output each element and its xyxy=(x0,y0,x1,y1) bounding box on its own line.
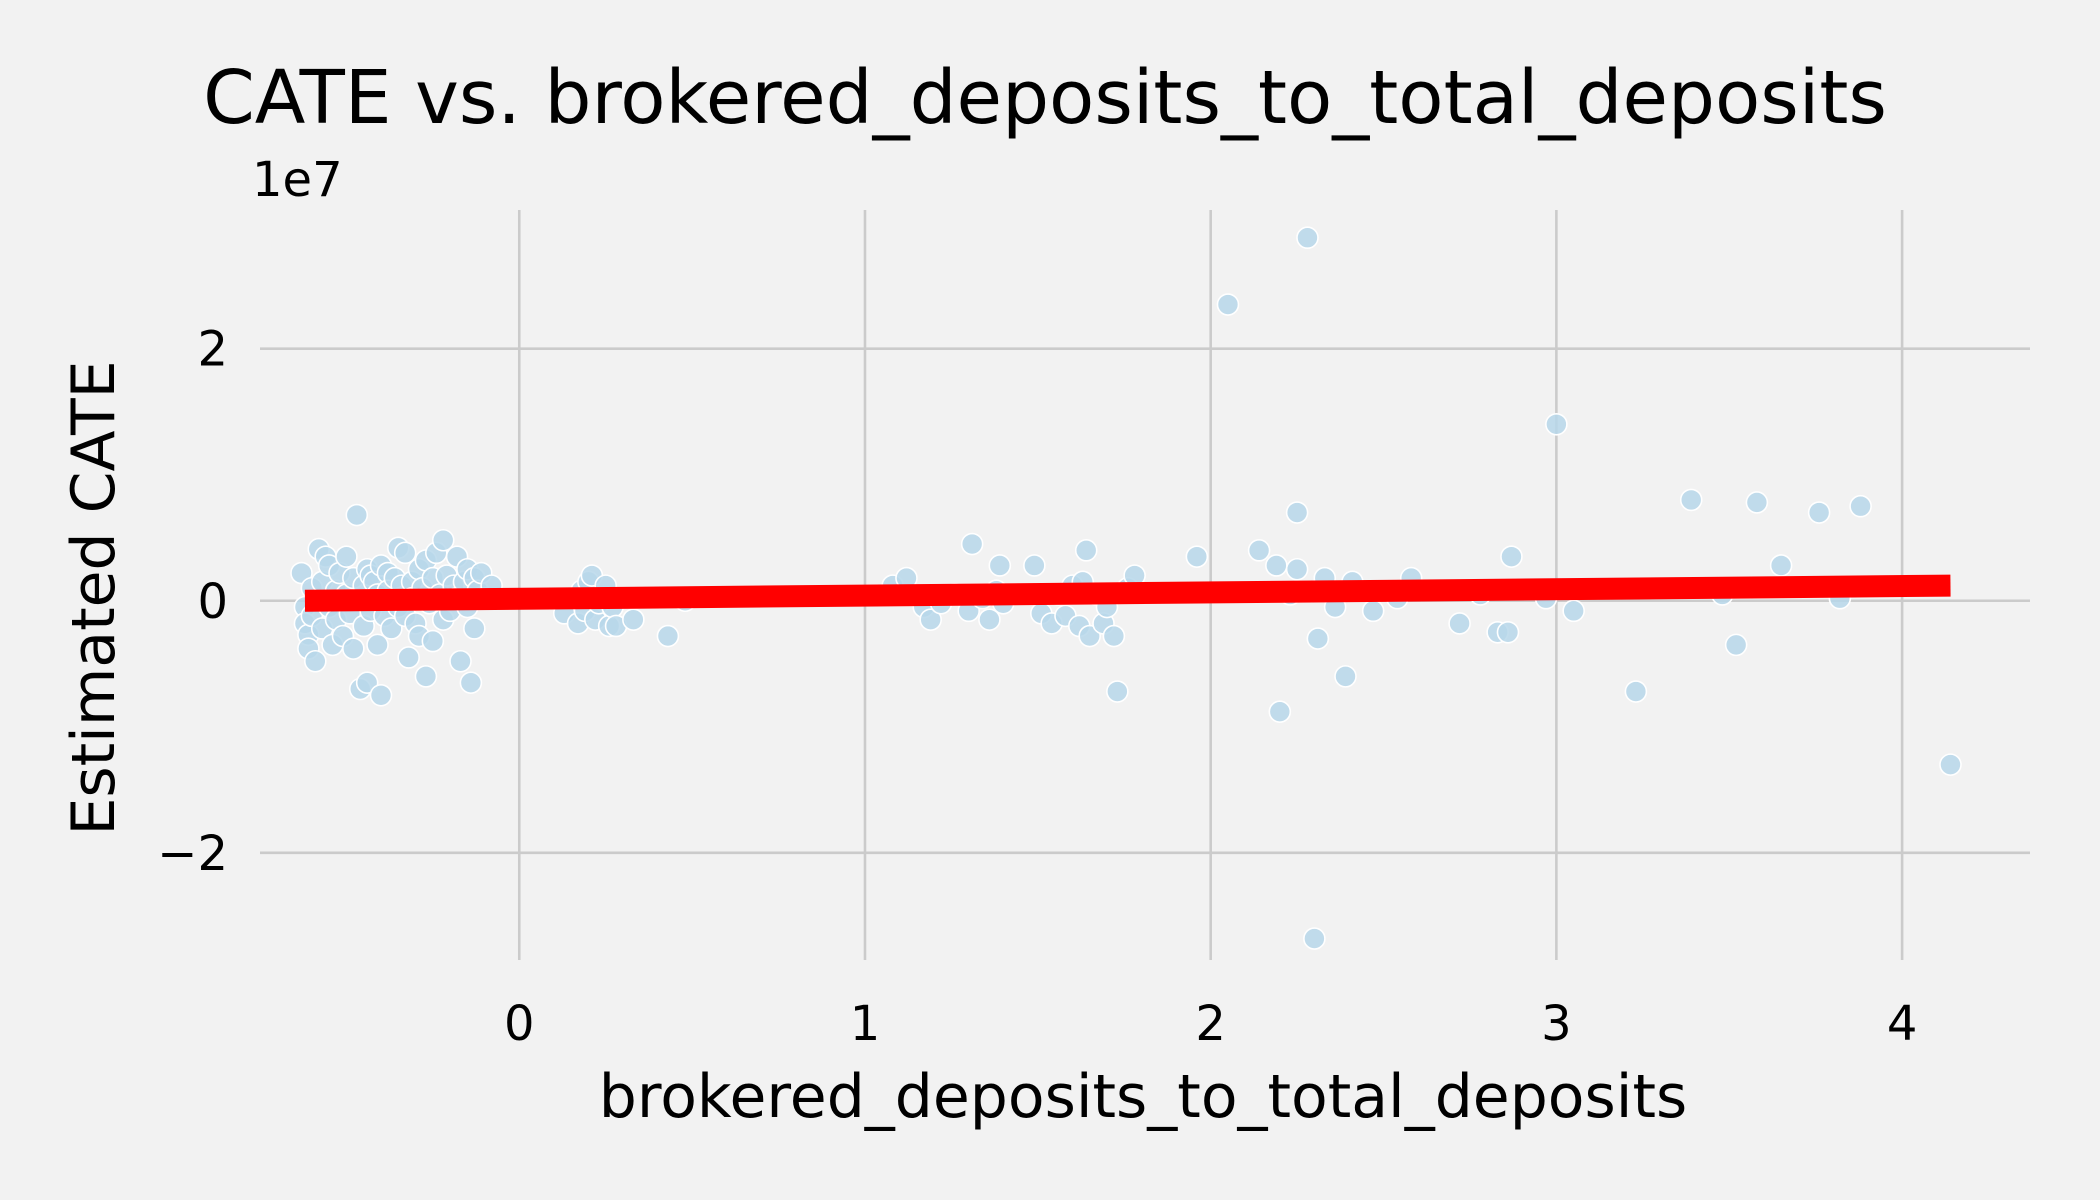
scatter-point xyxy=(421,629,445,653)
y-tick-label: 2 xyxy=(197,322,228,378)
scatter-point xyxy=(1296,226,1319,250)
scatter-point xyxy=(1496,620,1520,644)
trend-line xyxy=(304,574,1951,612)
x-tick-label: 0 xyxy=(504,996,535,1052)
scatter-point xyxy=(1679,488,1703,512)
y-tick-label: 0 xyxy=(197,574,228,630)
scatter-point xyxy=(369,683,393,707)
scatter-point xyxy=(1074,539,1098,562)
scatter-point xyxy=(1268,700,1292,723)
scatter-point xyxy=(1807,501,1831,524)
scatter-point xyxy=(1285,501,1309,524)
scatter-point xyxy=(656,624,680,648)
x-axis-label: brokered_deposits_to_total_deposits xyxy=(599,1062,1687,1132)
scatter-point xyxy=(449,649,472,673)
scatter-point xyxy=(978,608,1001,631)
scatter-point xyxy=(1285,557,1309,581)
y-tick-label: −2 xyxy=(157,826,228,882)
y-axis-label: Estimated CATE xyxy=(59,360,129,835)
scatter-point xyxy=(463,617,486,640)
y-axis-offset-text: 1e7 xyxy=(252,152,343,208)
scatter-point xyxy=(1769,554,1793,577)
scatter-point xyxy=(342,637,365,660)
scatter-point xyxy=(366,633,389,657)
scatter-point xyxy=(1939,753,1962,776)
x-tick-label: 1 xyxy=(850,996,881,1052)
scatter-point xyxy=(1106,680,1129,703)
scatter-point xyxy=(397,646,420,669)
scatter-point xyxy=(1562,599,1585,623)
x-tick-label: 3 xyxy=(1541,996,1572,1052)
scatter-point xyxy=(459,671,483,694)
scatter-point xyxy=(1216,293,1240,316)
scatter-points xyxy=(290,226,1962,950)
scatter-point xyxy=(1023,554,1046,577)
scatter-point xyxy=(1334,665,1357,688)
x-tick-label: 2 xyxy=(1195,996,1226,1052)
scatter-point xyxy=(393,541,417,565)
scatter-point xyxy=(414,665,438,688)
scatter-point xyxy=(1745,491,1769,514)
scatter-point xyxy=(622,608,645,631)
chart-title: CATE vs. brokered_deposits_to_total_depo… xyxy=(203,55,1887,141)
scatter-point xyxy=(1265,554,1288,577)
scatter-point xyxy=(1624,680,1648,703)
scatter-point xyxy=(1849,494,1872,518)
x-tick-label: 4 xyxy=(1887,996,1918,1052)
scatter-point xyxy=(1102,624,1126,648)
scatter-point xyxy=(960,532,984,556)
scatter-point xyxy=(1500,545,1523,568)
scatter-point xyxy=(1303,927,1326,950)
scatter-point xyxy=(335,545,358,568)
scatter-point xyxy=(345,503,369,527)
scatter-point xyxy=(1306,627,1330,650)
scatter-point xyxy=(988,554,1012,577)
scatter-point xyxy=(304,649,327,673)
scatter-point xyxy=(1545,412,1568,436)
scatter-point xyxy=(1448,612,1471,635)
trend-line-layer xyxy=(304,574,1951,612)
scatter-point xyxy=(919,608,942,631)
scatter-point xyxy=(1247,539,1271,562)
scatter-point xyxy=(1185,545,1209,568)
scatter-point xyxy=(431,528,455,552)
scatter-point xyxy=(1361,599,1385,623)
scatter-point xyxy=(1724,633,1748,657)
tick-labels: 0 1 2 3 4 −2 0 2 xyxy=(157,322,1917,1052)
